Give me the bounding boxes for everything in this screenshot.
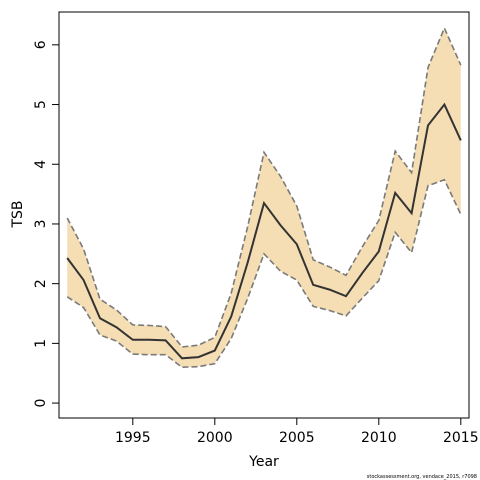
y-tick-label-3: 3 <box>33 219 49 228</box>
y-tick-label-6: 6 <box>33 40 49 49</box>
y-tick-label-0: 0 <box>33 399 49 408</box>
plot-area <box>66 26 462 369</box>
y-tick-label-2: 2 <box>33 279 49 288</box>
axes: 1995 2000 2005 2010 2015 0 1 2 3 4 5 6 <box>33 11 479 446</box>
y-tick-label-4: 4 <box>33 160 49 169</box>
x-tick-label-2010: 2010 <box>361 430 397 446</box>
plot-frame <box>58 11 470 419</box>
x-tick-label-2015: 2015 <box>443 430 479 446</box>
x-tick-label-1995: 1995 <box>115 430 151 446</box>
y-tick-label-1: 1 <box>33 339 49 348</box>
confidence-band <box>67 28 461 368</box>
x-tick-label-2000: 2000 <box>197 430 233 446</box>
upper-bound-line <box>66 26 462 348</box>
y-tick-label-5: 5 <box>33 100 49 109</box>
lower-bound-line <box>66 178 462 369</box>
estimate-line <box>66 102 462 360</box>
y-axis-title: TSB <box>10 200 26 228</box>
x-tick-label-2005: 2005 <box>279 430 315 446</box>
source-footnote: stockassessment.org, vendace_2015, r7098 <box>367 474 477 480</box>
x-axis-title: Year <box>248 454 279 470</box>
